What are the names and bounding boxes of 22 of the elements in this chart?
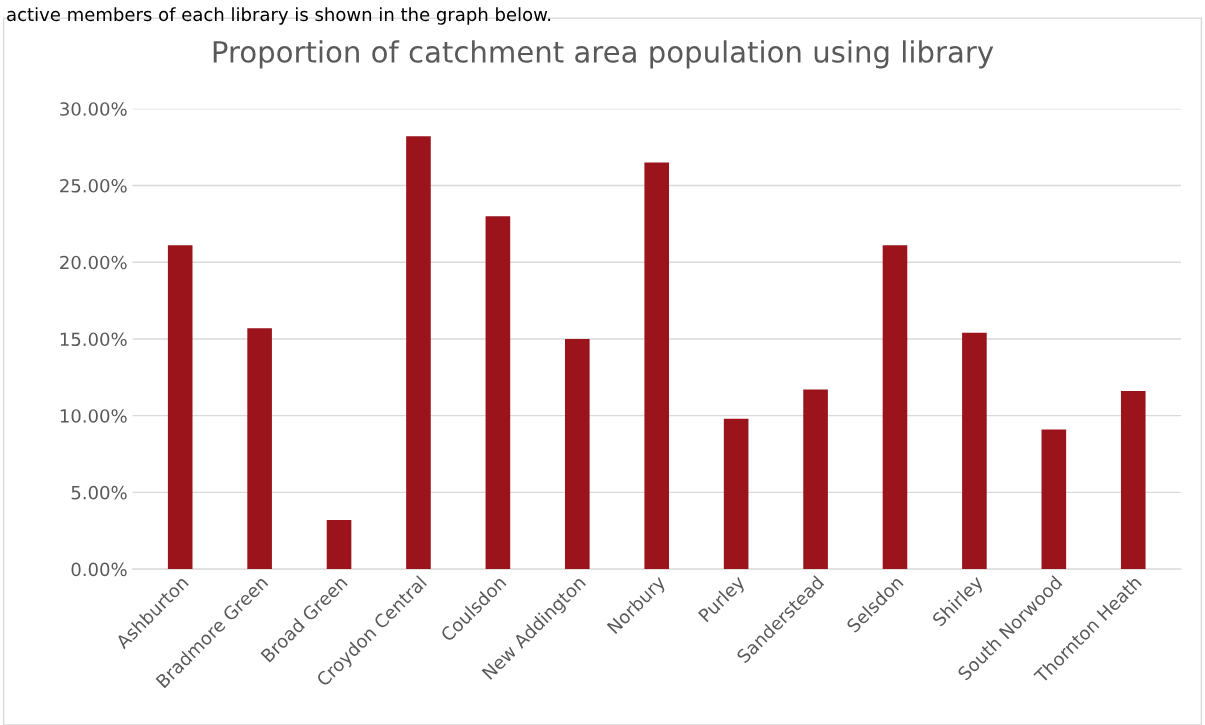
y-tick-label: 5.00%: [71, 485, 127, 500]
y-tick-label: 10.00%: [60, 409, 127, 423]
y-tick-label: 25.00%: [60, 178, 127, 193]
bar: [1041, 429, 1067, 570]
chart-title: Proportion of catchment area population using library: [213, 40, 994, 69]
bar: [406, 136, 431, 570]
bar: [723, 418, 749, 570]
y-tick-label: 30.00%: [60, 102, 127, 116]
bar: [247, 328, 272, 570]
text: active members of each library is shown in the graph below.: [7, 7, 551, 25]
bar: [803, 389, 828, 570]
y-tick-label: 0.00%: [71, 562, 127, 577]
y-tick-label: 20.00%: [60, 255, 127, 270]
y-tick-label: 15.00%: [60, 332, 127, 347]
bar: [962, 332, 987, 570]
bar: [326, 520, 352, 570]
bar: [564, 338, 590, 570]
bar: [1120, 391, 1146, 570]
bar: [644, 162, 670, 570]
bar: [167, 245, 193, 570]
bar: [882, 245, 908, 570]
bar: [485, 216, 511, 570]
